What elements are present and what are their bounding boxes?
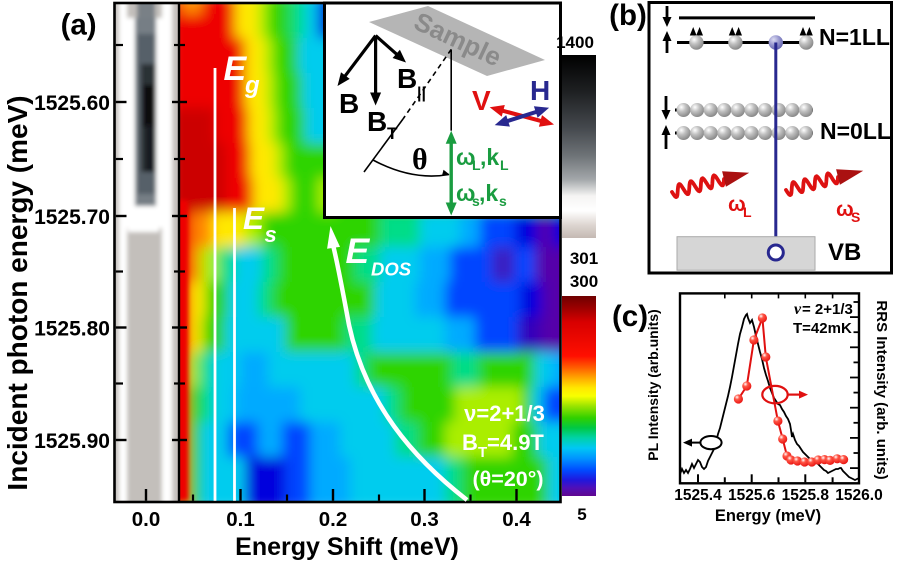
svg-text:B: B (339, 88, 359, 119)
svg-text:V: V (472, 85, 491, 116)
svg-text:ω: ω (456, 144, 475, 170)
svg-text:1525.4: 1525.4 (674, 487, 722, 504)
svg-text:T: T (478, 444, 487, 461)
svg-text:N=1LL: N=1LL (819, 24, 890, 50)
svg-text:s: s (472, 193, 480, 209)
svg-text:E: E (243, 200, 265, 236)
svg-text:1525.90: 1525.90 (34, 430, 110, 453)
svg-text:VB: VB (828, 239, 861, 266)
svg-text:5: 5 (577, 505, 586, 524)
svg-text:H: H (530, 75, 550, 106)
svg-text:Energy Shift (meV): Energy Shift (meV) (235, 533, 459, 561)
svg-text:301: 301 (570, 249, 598, 268)
svg-text:=4.9T: =4.9T (487, 430, 544, 455)
svg-text:T=42mK: T=42mK (793, 320, 852, 337)
svg-text:Energy (meV): Energy (meV) (715, 507, 821, 525)
svg-text:Incident photon energy (meV): Incident photon energy (meV) (2, 95, 33, 490)
svg-text:(b): (b) (609, 0, 647, 32)
svg-text:θ: θ (412, 143, 428, 176)
svg-text:s: s (499, 193, 507, 209)
svg-text:1400: 1400 (556, 33, 594, 52)
svg-text:B: B (397, 63, 417, 94)
svg-text:(θ=20°): (θ=20°) (472, 467, 543, 491)
svg-text:ω: ω (456, 180, 475, 206)
svg-text:s: s (265, 222, 277, 247)
svg-text:B: B (462, 430, 478, 455)
svg-text:0.4: 0.4 (502, 508, 531, 531)
svg-text:1525.80: 1525.80 (34, 318, 110, 341)
svg-text:1526.0: 1526.0 (835, 487, 882, 504)
svg-text:(c): (c) (612, 300, 648, 333)
svg-text:ν=2+1/3: ν=2+1/3 (464, 401, 545, 426)
svg-text:L: L (743, 204, 752, 220)
svg-text:ω: ω (728, 193, 746, 216)
svg-text:ω: ω (836, 198, 854, 221)
svg-text:ν: ν (794, 301, 802, 318)
svg-text:1525.60: 1525.60 (34, 92, 110, 115)
svg-text:1525.8: 1525.8 (782, 487, 830, 504)
svg-text:RRS Intensity (arb. units): RRS Intensity (arb. units) (873, 300, 890, 479)
svg-text:0.0: 0.0 (132, 508, 161, 531)
svg-text:E: E (346, 231, 371, 271)
svg-text:(a): (a) (61, 9, 97, 42)
svg-text:PL Intensity (arb.units): PL Intensity (arb.units) (645, 309, 661, 460)
svg-text:||: || (417, 85, 426, 102)
svg-text:0.2: 0.2 (319, 508, 348, 531)
svg-text:= 2+1/3: = 2+1/3 (802, 301, 853, 318)
svg-text:N=0LL: N=0LL (820, 118, 891, 144)
svg-text:1525.6: 1525.6 (728, 487, 776, 504)
svg-text:1525.70: 1525.70 (34, 206, 110, 229)
svg-text:300: 300 (570, 272, 598, 291)
svg-text:E: E (224, 50, 248, 88)
svg-text:L: L (472, 157, 481, 173)
svg-text:,k: ,k (480, 144, 499, 170)
svg-text:B: B (367, 106, 387, 137)
svg-text:g: g (244, 72, 260, 99)
svg-text:0.1: 0.1 (226, 508, 255, 531)
svg-text:S: S (851, 209, 860, 225)
svg-text:L: L (500, 157, 509, 173)
svg-text:0.3: 0.3 (410, 508, 439, 531)
svg-text:DOS: DOS (371, 259, 412, 280)
svg-text:,k: ,k (479, 180, 498, 206)
